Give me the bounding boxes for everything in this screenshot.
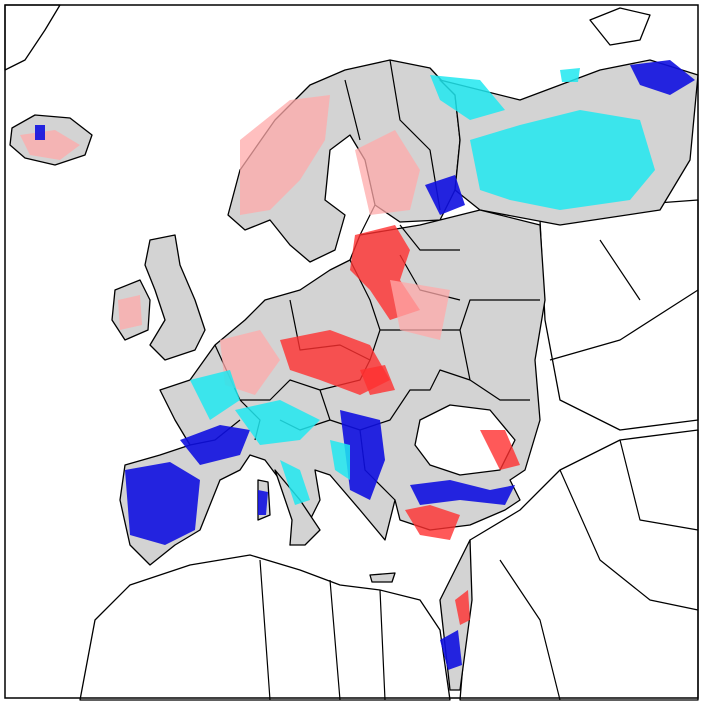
- anomaly: [190, 370, 240, 420]
- frame: [4, 4, 699, 699]
- border-lines: [259, 239, 699, 701]
- anomaly: [425, 175, 465, 215]
- anomaly: [440, 630, 462, 670]
- anomaly: [405, 505, 460, 540]
- anomaly: [280, 460, 310, 505]
- anomaly: [235, 400, 320, 445]
- great-britain: [144, 234, 206, 361]
- anomaly: [35, 125, 45, 140]
- anomaly: [280, 330, 390, 395]
- crete: [369, 572, 396, 583]
- anomaly: [480, 430, 520, 470]
- outer-land: [4, 4, 699, 701]
- anomaly: [560, 68, 580, 82]
- anomaly-overlay: [20, 60, 695, 670]
- anomaly: [630, 60, 695, 95]
- anomaly: [118, 295, 142, 330]
- anomaly: [125, 462, 200, 545]
- anomaly: [220, 330, 280, 395]
- anomaly: [180, 425, 250, 465]
- anomaly: [390, 280, 450, 340]
- anomaly: [258, 490, 268, 515]
- anomaly: [360, 365, 395, 395]
- anomaly: [355, 130, 420, 215]
- svalbard: [589, 7, 651, 46]
- anomaly: [455, 590, 470, 625]
- anomaly: [340, 410, 385, 500]
- anomaly: [240, 95, 330, 215]
- anomaly: [410, 480, 515, 505]
- anomaly: [470, 110, 655, 210]
- anomaly: [430, 75, 505, 120]
- urals: [539, 199, 699, 431]
- anomaly: [330, 440, 350, 480]
